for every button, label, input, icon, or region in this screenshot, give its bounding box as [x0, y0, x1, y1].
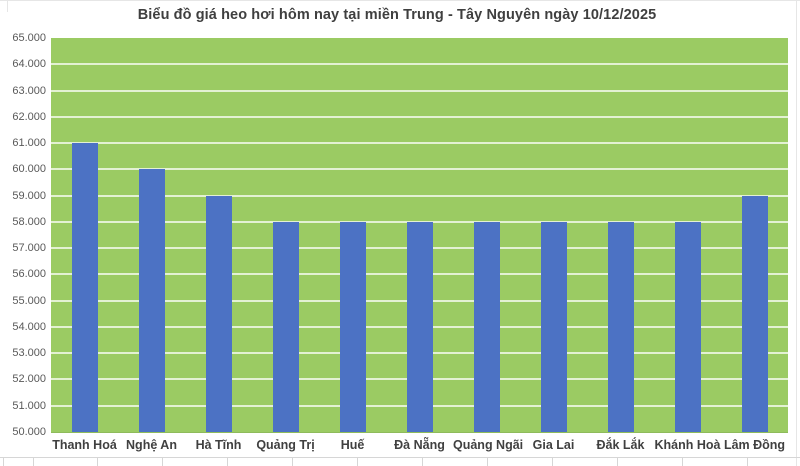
bar-thanh-hoa[interactable] [71, 143, 98, 432]
bar-gia-lai[interactable] [540, 221, 567, 432]
sheet-gridline [422, 458, 423, 466]
y-tick-label: 65.000 [12, 32, 46, 44]
bar-ha-tinh[interactable] [205, 195, 232, 432]
y-tick-label: 59.000 [12, 189, 46, 202]
bar-hue[interactable] [339, 221, 366, 432]
x-tick-label: Hà Tĩnh [195, 438, 242, 452]
sheet-gridline [227, 458, 228, 466]
gridline [51, 220, 788, 223]
y-tick-label: 60.000 [12, 163, 46, 176]
plot-area[interactable] [51, 38, 788, 433]
sheet-gridline [487, 458, 488, 466]
x-tick-label: Thanh Hoá [52, 438, 117, 452]
sheet-gridline [796, 0, 797, 466]
sheet-gridline [682, 458, 683, 466]
sheet-gridline [552, 458, 553, 466]
y-tick-label: 62.000 [12, 110, 46, 123]
bar-khanh-hoa[interactable] [674, 221, 701, 432]
x-tick-label: Gia Lai [532, 438, 575, 452]
x-tick-label: Lâm Đồng [723, 438, 786, 452]
x-tick-label: Quảng Trị [256, 438, 315, 452]
gridline [51, 89, 788, 92]
y-tick-label: 57.000 [12, 242, 46, 255]
y-tick-label: 64.000 [12, 58, 46, 71]
sheet-gridline [7, 0, 8, 12]
bar-nghe-an[interactable] [138, 169, 165, 432]
y-tick-label: 50.000 [12, 426, 46, 438]
x-tick-label: Huế [340, 438, 365, 452]
y-tick-label: 63.000 [12, 84, 46, 97]
gridline [51, 115, 788, 118]
y-tick-label: 61.000 [12, 137, 46, 150]
sheet-gridline [3, 458, 4, 466]
bar-da-nang[interactable] [406, 221, 433, 432]
sheet-gridline [97, 458, 98, 466]
sheet-gridline [33, 458, 34, 466]
sheet-gridline [617, 458, 618, 466]
sheet-gridline [162, 458, 163, 466]
bar-lam-dong[interactable] [741, 195, 768, 432]
bar-quang-tri[interactable] [272, 221, 299, 432]
gridline [51, 63, 788, 66]
y-tick-label: 58.000 [12, 215, 46, 228]
x-tick-label: Đà Nẵng [394, 438, 445, 452]
sheet-gridline [747, 458, 748, 466]
y-tick-label: 56.000 [12, 268, 46, 281]
sheet-gridline [292, 458, 293, 466]
y-tick-label: 54.000 [12, 320, 46, 333]
x-tick-label: Đắk Lắk [596, 438, 645, 452]
sheet-gridline [357, 458, 358, 466]
gridline [51, 142, 788, 145]
x-tick-label: Nghệ An [126, 438, 177, 452]
gridline [51, 168, 788, 171]
bar-dak-lak[interactable] [607, 221, 634, 432]
y-tick-label: 53.000 [12, 347, 46, 360]
gridline [51, 194, 788, 197]
y-tick-label: 51.000 [12, 399, 46, 412]
y-tick-label: 52.000 [12, 373, 46, 386]
x-tick-label: Quảng Ngãi [453, 438, 524, 452]
chart-title: Biểu đồ giá heo hơi hôm nay tại miền Tru… [137, 7, 657, 23]
sheet-gridline [0, 0, 800, 1]
bar-quang-ngai[interactable] [473, 221, 500, 432]
x-tick-label: Khánh Hoà [654, 438, 721, 452]
sheet-gridline [0, 457, 800, 458]
y-tick-label: 55.000 [12, 294, 46, 307]
